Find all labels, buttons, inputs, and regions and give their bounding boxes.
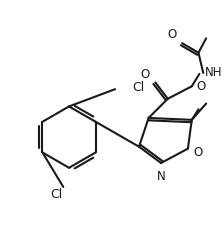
Text: O: O (167, 28, 177, 41)
Text: O: O (140, 68, 150, 81)
Text: O: O (196, 80, 206, 93)
Text: Cl: Cl (132, 81, 144, 94)
Text: N: N (157, 170, 166, 183)
Text: NH: NH (205, 66, 223, 79)
Text: O: O (194, 146, 203, 159)
Text: Cl: Cl (50, 188, 62, 201)
